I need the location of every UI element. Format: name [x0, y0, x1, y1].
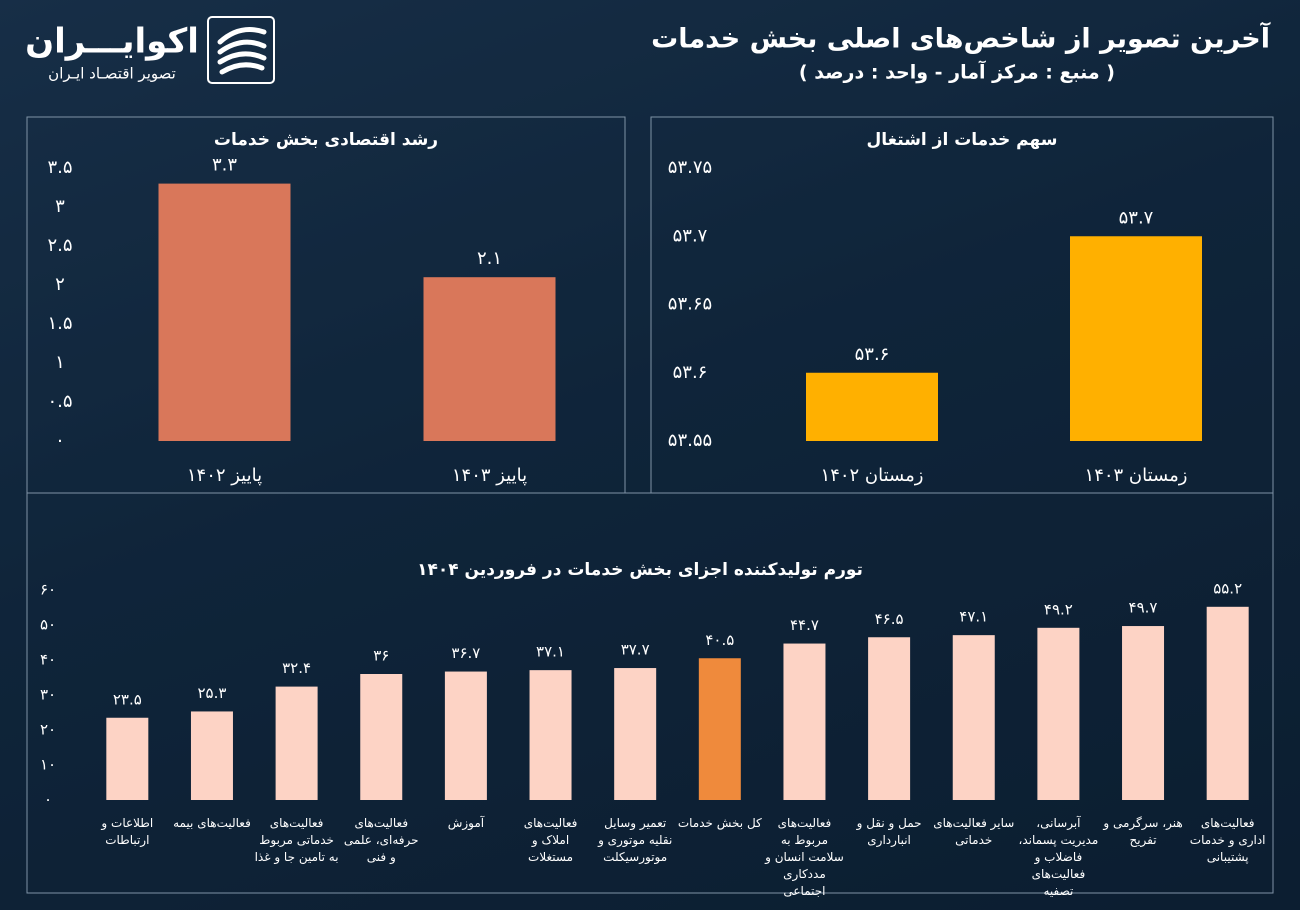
y-tick-label: ۵۰	[40, 616, 56, 634]
y-tick-label: ۲	[55, 274, 65, 295]
x-tick-label: فعالیت‌های مربوط به سلامت انسان و مددکار…	[765, 816, 844, 898]
y-tick-label: ۵۳.۶۵	[668, 294, 712, 315]
y-tick-label: ۳	[55, 196, 65, 217]
x-tick-label: آموزش	[447, 816, 485, 830]
value-label: ۴۷.۱	[959, 608, 988, 626]
y-tick-label: ۲.۵	[47, 235, 72, 256]
chart-title: تورم تولیدکننده اجزای بخش خدمات در فرورد…	[417, 560, 863, 580]
value-label: ۴۶.۵	[875, 610, 904, 628]
brand: اکوایـــران	[25, 22, 199, 62]
y-tick-label: ۱	[55, 352, 65, 373]
bar	[275, 686, 318, 800]
y-tick-label: ۰	[55, 430, 65, 451]
x-tick-label: آبرسانی، مدیریت پسماند، فاضلاب و فعالیت‌…	[1018, 816, 1099, 898]
y-tick-label: ۰	[44, 791, 52, 809]
bar	[423, 277, 556, 441]
value-label: ۴۰.۵	[705, 631, 734, 649]
value-label: ۳۷.۷	[621, 641, 650, 659]
x-tick-label: کل بخش خدمات	[677, 816, 762, 830]
bar	[1122, 626, 1165, 800]
value-label: ۳۶	[373, 647, 389, 665]
y-tick-label: ۵۳.۷	[673, 225, 708, 246]
x-tick-label: زمستان ۱۴۰۲	[821, 465, 924, 486]
logo-icon	[207, 16, 275, 84]
value-label: ۳۶.۷	[451, 644, 480, 662]
y-tick-label: ۶۰	[40, 581, 56, 599]
y-tick-label: ۰.۵	[47, 391, 72, 412]
value-label: ۳۷.۱	[536, 643, 565, 661]
value-label: ۴۹.۷	[1129, 599, 1158, 617]
x-tick-label: فعالیت‌های بیمه	[173, 816, 251, 830]
x-tick-label: اطلاعات و ارتباطات	[101, 816, 154, 847]
bar	[806, 372, 938, 441]
y-tick-label: ۱.۵	[47, 313, 72, 334]
page-title: آخرین تصویر از شاخص‌های اصلی بخش خدمات	[651, 22, 1271, 55]
y-tick-label: ۴۰	[40, 651, 56, 669]
value-label: ۳.۳	[212, 155, 237, 176]
x-tick-label: پاییز ۱۴۰۲	[187, 465, 262, 486]
bar	[952, 635, 995, 800]
page-subtitle: ( منبع : مرکز آمار - واحد : درصد )	[799, 60, 1115, 84]
x-tick-label: حمل و نقل و انبارداری	[856, 816, 922, 847]
value-label: ۲۵.۳	[197, 684, 226, 702]
y-tick-label: ۳۰	[40, 686, 56, 704]
value-label: ۲.۱	[477, 248, 502, 269]
x-tick-label: سایر فعالیت‌های خدماتی	[933, 816, 1015, 847]
value-label: ۲۳.۵	[113, 690, 142, 708]
bar	[158, 183, 291, 441]
bar	[529, 670, 572, 800]
x-tick-label: هنر، سرگرمی و تفریح	[1103, 816, 1183, 847]
value-label: ۴۹.۲	[1044, 600, 1073, 618]
bar	[444, 671, 487, 800]
bar	[360, 674, 403, 800]
bar	[190, 711, 233, 800]
tagline: تصویر اقتصـاد ایـران	[48, 65, 176, 83]
bar	[868, 637, 911, 800]
y-tick-label: ۲۰	[40, 721, 56, 739]
x-tick-label: فعالیت‌های خدماتی مربوط به تامین جا و غذ…	[254, 816, 339, 864]
x-tick-label: فعالیت‌های حرفه‌ای، علمی و فنی	[343, 816, 419, 864]
value-label: ۵۵.۲	[1213, 579, 1242, 597]
y-tick-label: ۳.۵	[47, 157, 72, 178]
x-tick-label: پاییز ۱۴۰۳	[452, 465, 527, 486]
bar	[106, 717, 149, 800]
value-label: ۵۳.۷	[1119, 207, 1154, 228]
x-tick-label: تعمیر وسایل نقلیه موتوری و موتورسیکلت	[598, 816, 673, 864]
bar	[1070, 236, 1202, 441]
bar	[783, 643, 826, 800]
y-tick-label: ۵۳.۶	[673, 362, 708, 383]
panel-borders	[26, 116, 1274, 894]
value-label: ۳۲.۴	[282, 659, 311, 677]
y-tick-label: ۵۳.۷۵	[668, 157, 712, 178]
bar	[698, 658, 741, 800]
value-label: ۴۴.۷	[790, 616, 819, 634]
value-label: ۵۳.۶	[855, 344, 890, 365]
chart-title: سهم خدمات از اشتغال	[867, 130, 1058, 150]
chart-title: رشد اقتصادی بخش خدمات	[214, 130, 438, 150]
bar	[614, 668, 657, 800]
x-tick-label: فعالیت‌های اداری و خدمات پشتیبانی	[1189, 816, 1266, 864]
bar	[1037, 627, 1080, 800]
bar	[1206, 606, 1249, 800]
x-tick-label: فعالیت‌های املاک و مستغلات	[523, 816, 578, 864]
x-tick-label: زمستان ۱۴۰۳	[1085, 465, 1188, 486]
y-tick-label: ۵۳.۵۵	[668, 430, 712, 451]
y-tick-label: ۱۰	[40, 756, 56, 774]
